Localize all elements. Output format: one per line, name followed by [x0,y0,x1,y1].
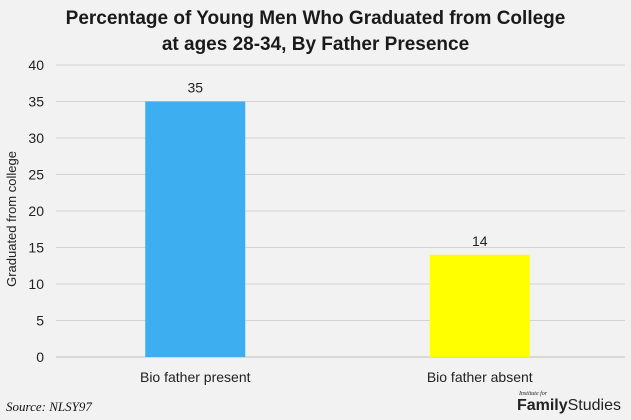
chart-title-line-1: Percentage of Young Men Who Graduated fr… [65,8,566,29]
ifs-logo: Institute for FamilyStudies [517,391,621,414]
data-label-2: 14 [472,233,488,249]
x-tick-label-1: Bio father present [140,369,251,385]
x-tick-label-2: Bio father absent [427,369,533,385]
y-tick-label-40: 40 [28,57,44,73]
y-tick-label-5: 5 [36,313,44,329]
logo-family-text: Family [516,397,568,414]
y-tick-label-30: 30 [28,130,44,146]
bar-1 [145,101,246,357]
y-tick-label-10: 10 [28,276,44,292]
logo-institute-text: Institute for [518,391,548,397]
data-label-1: 35 [187,80,203,96]
chart-title-line-2: at ages 28-34, By Father Presence [161,34,470,55]
chart-title: Percentage of Young Men Who Graduated fr… [0,6,631,58]
source-note: Source: NLSY97 [6,399,92,414]
bar-2 [429,254,530,357]
y-axis-label: Graduated from college [4,151,19,287]
y-tick-label-15: 15 [28,240,44,256]
y-tick-label-0: 0 [36,349,44,365]
y-tick-label-20: 20 [28,203,44,219]
y-tick-label-25: 25 [28,167,44,183]
logo-studies-text: Studies [567,397,621,414]
y-tick-label-35: 35 [28,94,44,110]
